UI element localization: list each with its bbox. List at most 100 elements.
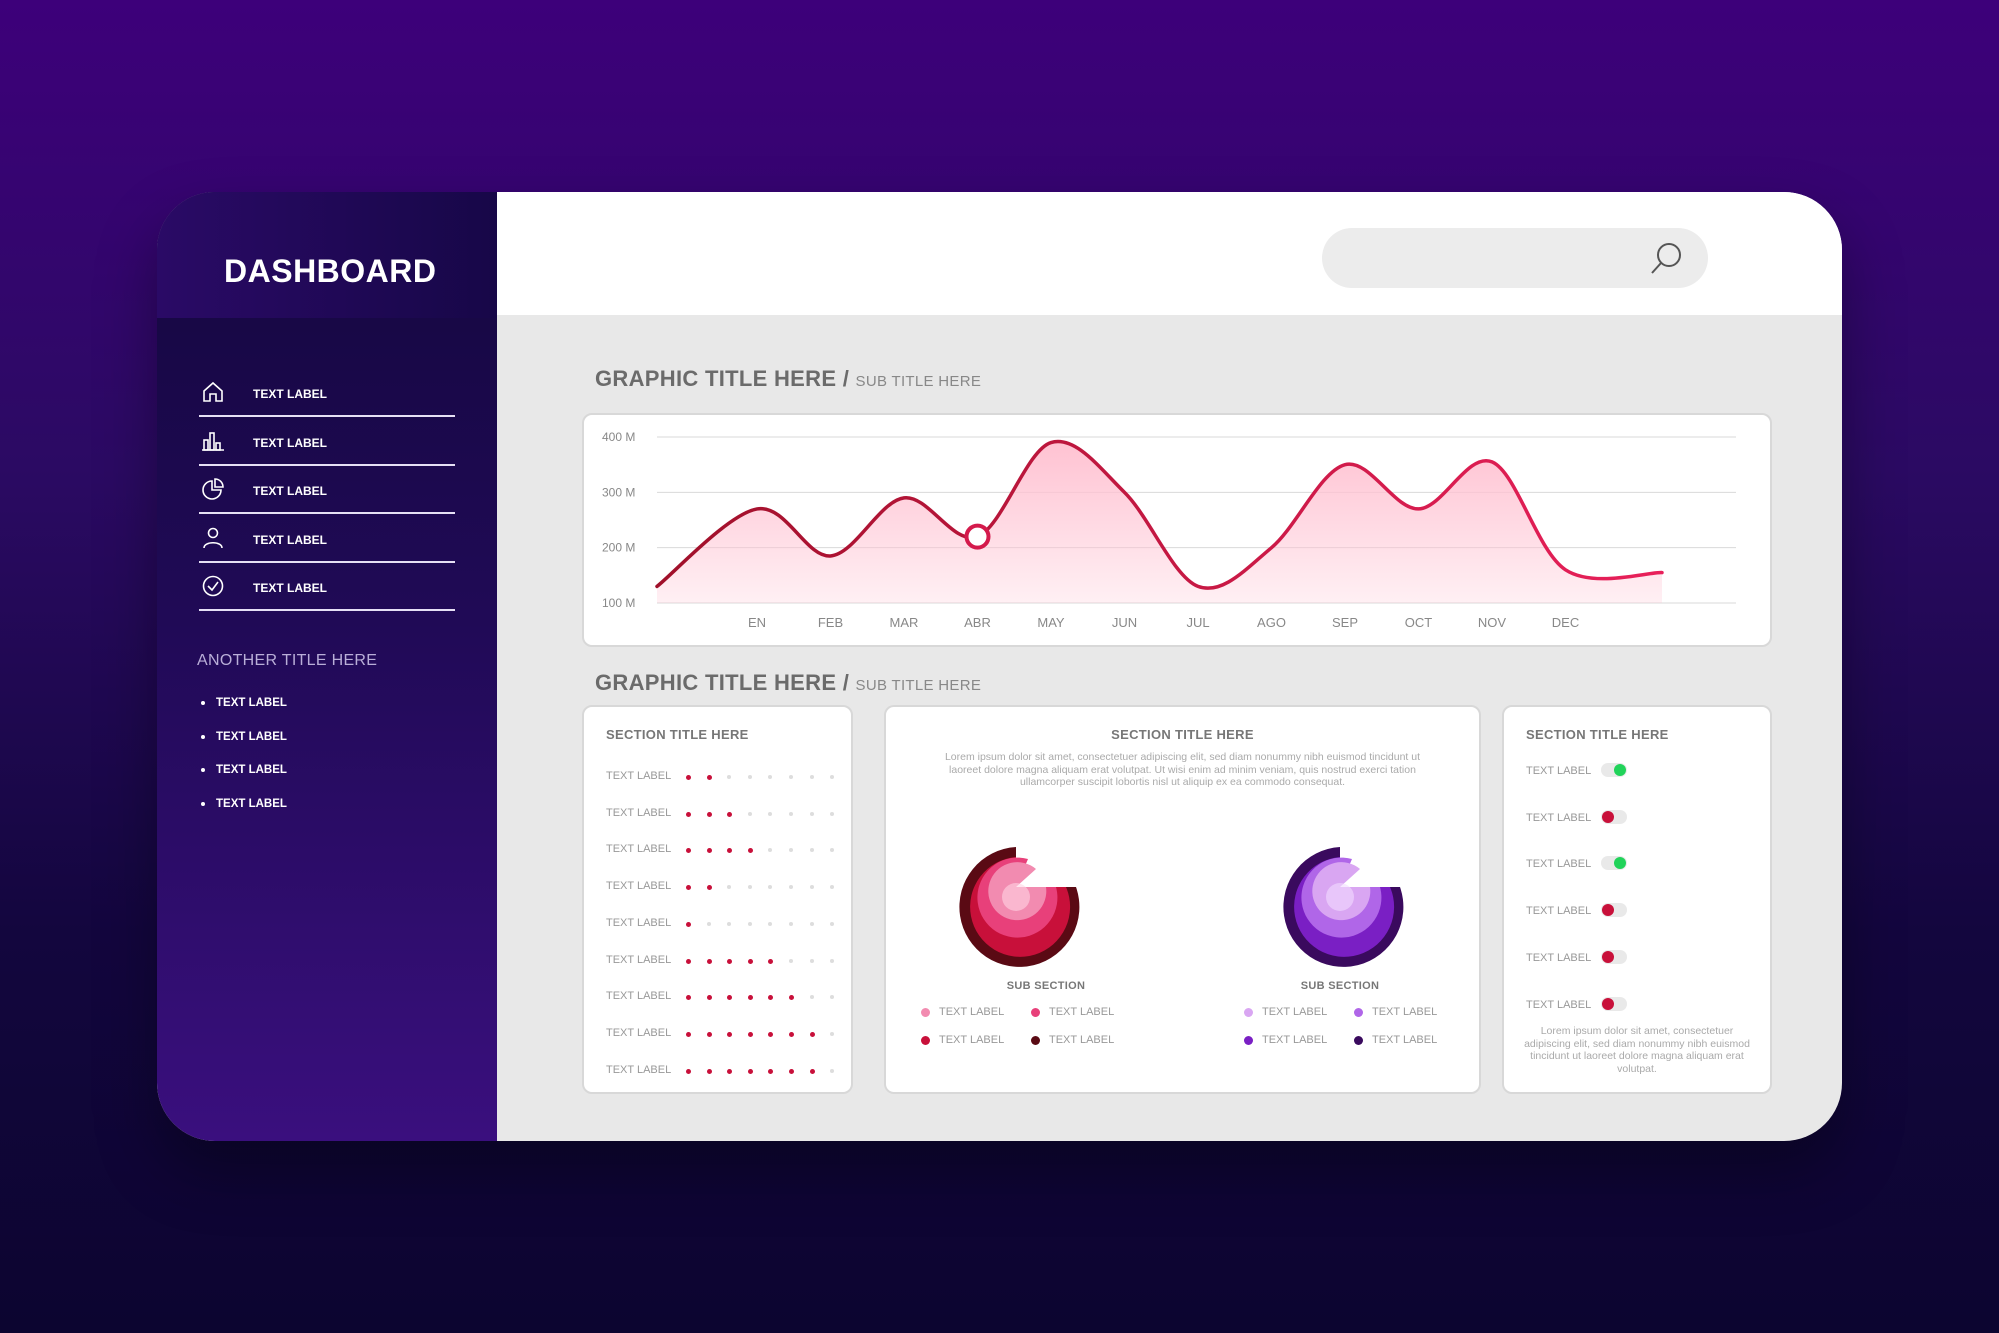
- toggle-row: TEXT LABEL: [1526, 996, 1646, 1013]
- rating-dot: [809, 775, 814, 779]
- rating-dot: [706, 921, 711, 926]
- rating-dot: [727, 811, 733, 817]
- rating-label: TEXT LABEL: [606, 770, 672, 782]
- rating-dot: [768, 995, 774, 1001]
- rating-dot: [768, 921, 773, 926]
- sidebar-item-reports[interactable]: TEXT LABEL: [199, 467, 455, 514]
- rating-dot: [706, 885, 712, 891]
- sidebar: DASHBOARD TEXT LABEL TEXT LABEL TEXT LAB…: [157, 192, 497, 1141]
- rating-dot: [686, 885, 691, 891]
- rating-dot: [727, 1031, 733, 1037]
- sidebar-item-label: TEXT LABEL: [253, 532, 327, 547]
- rating-dot: [830, 1068, 835, 1073]
- legend-item: TEXT LABEL: [1031, 1034, 1114, 1046]
- rating-dot: [706, 1068, 712, 1074]
- rating-dot: [830, 958, 835, 963]
- subsection-title: SUB SECTION: [1300, 980, 1380, 992]
- donut-charts-card: SECTION TITLE HERE Lorem ipsum dolor sit…: [884, 705, 1481, 1094]
- toggle-switch[interactable]: [1601, 903, 1627, 918]
- toggle-label: TEXT LABEL: [1526, 811, 1592, 824]
- dashboard-window: DASHBOARD TEXT LABEL TEXT LABEL TEXT LAB…: [157, 192, 1842, 1141]
- rating-dot: [686, 1068, 691, 1074]
- graphic-title-2: GRAPHIC TITLE HERE / SUB TITLE HERE: [595, 670, 981, 696]
- rating-dot: [686, 958, 691, 964]
- rating-dot: [789, 921, 793, 926]
- rating-dot: [809, 885, 814, 890]
- search-input[interactable]: [1322, 228, 1708, 288]
- rating-dot: [768, 811, 773, 816]
- rating-dot: [706, 775, 712, 780]
- x-tick-label: EN: [748, 615, 766, 630]
- rating-dot: [830, 848, 835, 853]
- rating-dot: [768, 885, 773, 890]
- rating-dot: [789, 995, 794, 1001]
- bullet-item[interactable]: TEXT LABEL: [199, 762, 287, 796]
- rating-dot: [686, 811, 691, 817]
- rating-row: TEXT LABEL: [606, 954, 836, 968]
- sidebar-item-label: TEXT LABEL: [253, 484, 327, 498]
- rating-dot: [727, 775, 732, 779]
- rating-dot: [809, 1031, 815, 1037]
- sidebar-item-label: TEXT LABEL: [253, 387, 327, 401]
- toggle-switch[interactable]: [1601, 949, 1627, 964]
- rating-dot: [768, 848, 773, 853]
- toggle-switch[interactable]: [1601, 996, 1627, 1011]
- sidebar-item-users[interactable]: TEXT LABEL: [199, 516, 455, 563]
- sidebar-item-home[interactable]: TEXT LABEL: [199, 370, 455, 417]
- rating-dot: [706, 848, 712, 854]
- pie-chart-icon: [202, 478, 224, 500]
- bullet-item[interactable]: TEXT LABEL: [199, 729, 287, 763]
- x-tick-label: JUL: [1186, 615, 1209, 630]
- legend-item: TEXT LABEL: [1244, 1006, 1327, 1018]
- section-title: SECTION TITLE HERE: [1526, 727, 1669, 742]
- toggle-knob: [1602, 904, 1614, 917]
- toggle-label: TEXT LABEL: [1526, 858, 1592, 871]
- rating-dot: [789, 1068, 794, 1074]
- rating-row: TEXT LABEL: [606, 770, 836, 784]
- rating-dot: [830, 775, 835, 779]
- sidebar-item-stats[interactable]: TEXT LABEL: [199, 419, 455, 466]
- rating-dot: [789, 958, 793, 963]
- sidebar-nav: TEXT LABEL TEXT LABEL TEXT LABEL TEXT LA…: [199, 370, 455, 613]
- rating-label: TEXT LABEL: [606, 990, 672, 1003]
- rating-dot: [727, 885, 732, 890]
- search-icon[interactable]: [1648, 240, 1686, 278]
- rating-label: TEXT LABEL: [606, 1026, 672, 1039]
- legend-item: TEXT LABEL: [1031, 1006, 1114, 1018]
- y-tick-label: 400 M: [602, 430, 635, 444]
- rating-dot: [727, 1068, 733, 1074]
- toggle-switch[interactable]: [1601, 856, 1627, 871]
- toggle-switch[interactable]: [1601, 763, 1627, 777]
- sidebar-section-title: ANOTHER TITLE HERE: [197, 652, 378, 669]
- sidebar-item-label: TEXT LABEL: [253, 435, 327, 450]
- toggle-row: TEXT LABEL: [1526, 809, 1646, 826]
- rating-dot: [686, 921, 691, 927]
- rating-row: TEXT LABEL: [606, 917, 836, 931]
- check-circle-icon: [202, 575, 224, 597]
- rating-dot: [789, 1031, 794, 1037]
- rating-label: TEXT LABEL: [606, 806, 672, 819]
- rating-label: TEXT LABEL: [606, 916, 672, 929]
- toggle-row: TEXT LABEL: [1526, 903, 1646, 919]
- rating-dot: [747, 885, 752, 890]
- legend-item: TEXT LABEL: [1354, 1034, 1437, 1046]
- x-tick-label: NOV: [1478, 615, 1507, 630]
- sidebar-item-tasks[interactable]: TEXT LABEL: [199, 564, 455, 611]
- bullet-item[interactable]: TEXT LABEL: [199, 796, 287, 830]
- toggle-label: TEXT LABEL: [1526, 951, 1592, 964]
- rating-dot: [747, 848, 753, 854]
- legend-item: TEXT LABEL: [1244, 1034, 1327, 1046]
- toggle-switch[interactable]: [1601, 809, 1627, 824]
- rating-dot: [686, 995, 691, 1001]
- graphic-subtitle: SUB TITLE HERE: [855, 677, 982, 694]
- legend-item: TEXT LABEL: [1354, 1006, 1437, 1018]
- rating-dot: [706, 811, 712, 817]
- subsection-title: SUB SECTION: [1006, 980, 1086, 992]
- bullet-item[interactable]: TEXT LABEL: [199, 695, 287, 729]
- rating-dot: [830, 1031, 835, 1036]
- toggle-row: TEXT LABEL: [1526, 856, 1646, 872]
- rating-dot: [809, 958, 814, 963]
- purple-radial-chart: [1283, 847, 1404, 967]
- rating-row: TEXT LABEL: [606, 807, 836, 821]
- toggle-knob: [1614, 764, 1626, 776]
